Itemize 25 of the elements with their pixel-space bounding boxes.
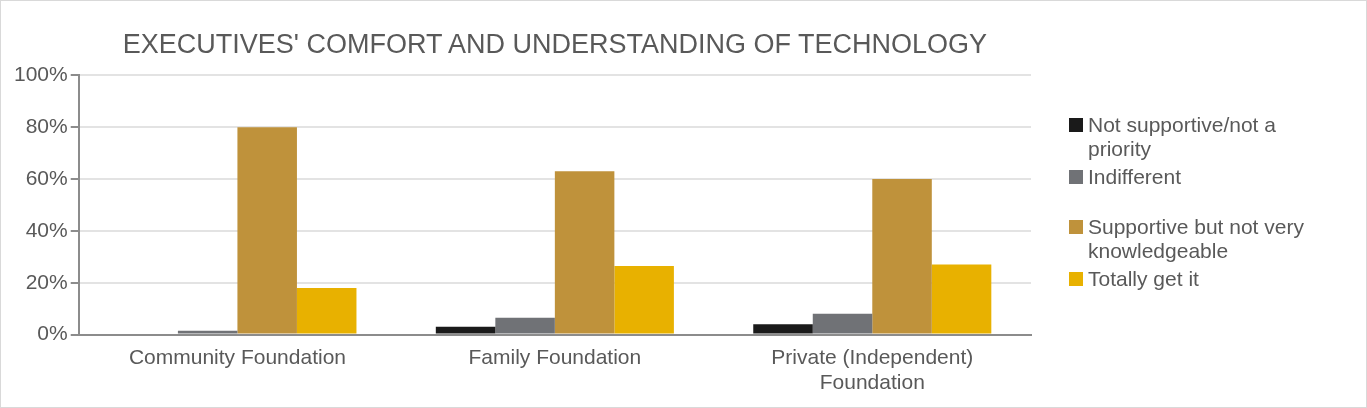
legend-label: Supportive but not very knowledgeable	[1088, 215, 1305, 263]
legend-label: Not supportive/not a priority	[1088, 113, 1277, 161]
y-tick-label: 0%	[37, 321, 68, 345]
y-tick-label: 20%	[25, 269, 68, 293]
bar	[872, 179, 932, 334]
bar	[753, 324, 813, 334]
y-tick-label: 60%	[25, 165, 68, 189]
bar	[177, 330, 238, 334]
bar	[812, 313, 873, 334]
y-tick-label: 40%	[25, 217, 68, 241]
x-tick-label: Community Foundation	[128, 345, 346, 368]
legend-label: Indifferent	[1088, 165, 1182, 189]
bar	[237, 127, 297, 334]
chart-title: EXECUTIVES' COMFORT AND UNDERSTANDING OF TECHNOLOGY	[122, 28, 987, 59]
y-tick-label: 80%	[25, 114, 68, 138]
bar	[931, 264, 992, 334]
legend-label: Totally get it	[1088, 267, 1199, 291]
bar	[435, 326, 496, 334]
bar	[495, 317, 555, 334]
x-tick-label: Family Foundation	[468, 345, 642, 368]
bar	[296, 287, 357, 334]
x-tick-label: Private (Independent) Foundation	[771, 345, 974, 394]
bar	[614, 265, 674, 334]
bar	[554, 171, 615, 334]
y-tick-label: 100%	[13, 62, 68, 86]
